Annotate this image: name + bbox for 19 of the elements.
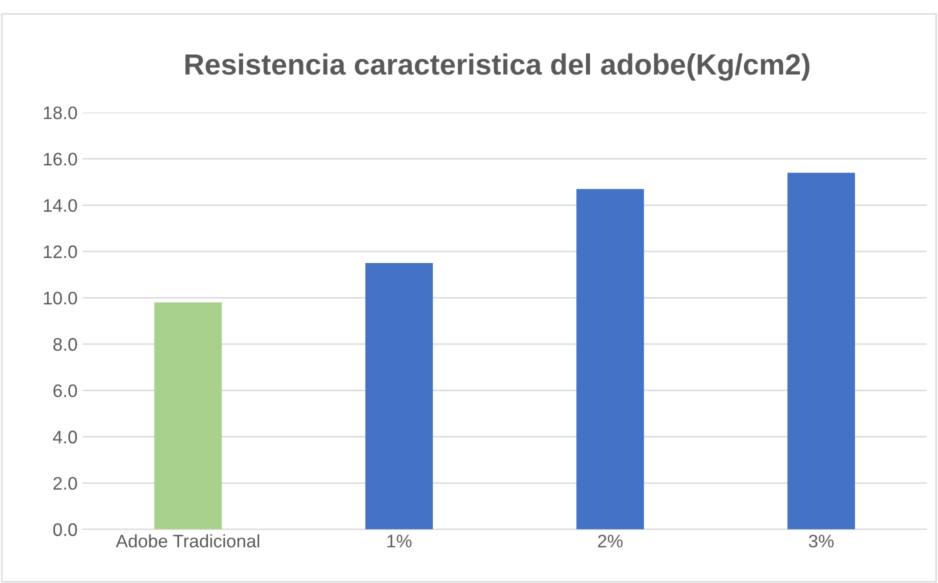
y-tick-label: 16.0 <box>44 152 77 166</box>
x-tick-label: Adobe Tradicional <box>116 534 260 548</box>
x-tick-label: 1% <box>387 534 412 548</box>
y-tick-label: 4.0 <box>53 430 77 444</box>
y-tick-label: 12.0 <box>44 245 77 258</box>
y-tick-label: 6.0 <box>54 384 77 398</box>
y-tick-label: 10.0 <box>44 292 77 305</box>
x-tick-label: 2% <box>598 534 623 548</box>
bar <box>576 188 644 530</box>
y-tick-label: 14.0 <box>44 199 77 212</box>
y-tick-label: 8.0 <box>53 338 77 351</box>
bar <box>365 263 433 530</box>
bar <box>787 172 855 530</box>
bar <box>154 302 222 530</box>
y-tick-label: 0.0 <box>53 523 77 536</box>
chart-title: Resistencia caracteristica del adobe(Kg/cm2) <box>185 53 810 81</box>
y-tick-label: 2.0 <box>53 476 77 490</box>
x-tick-label: 3% <box>808 534 834 548</box>
y-tick-label: 18.0 <box>44 106 77 120</box>
